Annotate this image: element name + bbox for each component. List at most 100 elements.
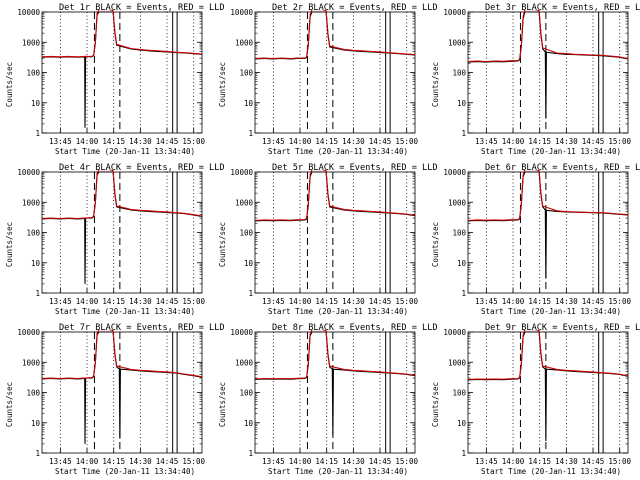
plot-frame <box>467 331 629 454</box>
y-tick-label: 10000 <box>17 328 40 337</box>
y-axis-label: Counts/sec <box>218 222 227 267</box>
x-tick-label: 14:15 <box>315 137 338 146</box>
detector-panel: Det 7r BLACK = Events, RED = LLD 1 10 100 10… <box>5 323 225 476</box>
series-line-events <box>468 331 628 442</box>
panel-title: Det 8r BLACK = Events, RED = LLD <box>272 323 438 333</box>
x-tick-label: 15:00 <box>395 137 418 146</box>
y-tick-label: 1 <box>461 449 466 458</box>
y-tick-label: 10 <box>244 259 254 268</box>
x-axis-label: Start Time (20-Jan-11 13:34:40) <box>268 147 408 156</box>
x-tick-label: 14:45 <box>156 457 179 466</box>
plot-frame <box>467 11 629 134</box>
x-tick-label: 13:45 <box>49 457 72 466</box>
x-tick-label: 14:00 <box>502 137 525 146</box>
plot-frame <box>41 171 203 294</box>
panel-title: Det 6r BLACK = Events, RED = LLD <box>485 163 640 173</box>
x-tick-label: 14:15 <box>315 457 338 466</box>
x-tick-label: 14:00 <box>502 297 525 306</box>
x-tick-label: 15:00 <box>182 137 205 146</box>
detector-panel: Det 5r BLACK = Events, RED = LLD 1 10 100 10… <box>218 163 438 316</box>
y-tick-label: 1 <box>248 449 253 458</box>
series-line-lld <box>42 330 202 380</box>
x-axis-label: Start Time (20-Jan-11 13:34:40) <box>55 467 195 476</box>
x-axis-label: Start Time (20-Jan-11 13:34:40) <box>55 307 195 316</box>
x-tick-label: 14:15 <box>102 457 125 466</box>
panel-title: Det 2r BLACK = Events, RED = LLD <box>272 3 438 13</box>
y-tick-label: 10000 <box>443 8 466 17</box>
x-tick-label: 14:00 <box>76 297 99 306</box>
y-tick-label: 1000 <box>235 198 254 207</box>
x-axis-label: Start Time (20-Jan-11 13:34:40) <box>268 467 408 476</box>
y-axis-label: Counts/sec <box>5 222 14 267</box>
y-tick-label: 1 <box>35 449 40 458</box>
panel-title: Det 7r BLACK = Events, RED = LLD <box>59 323 225 333</box>
x-tick-label: 14:45 <box>156 137 179 146</box>
y-axis-label: Counts/sec <box>431 62 440 107</box>
panel-title: Det 4r BLACK = Events, RED = LLD <box>59 163 225 173</box>
x-tick-label: 14:45 <box>369 297 392 306</box>
series-line-lld <box>468 330 628 381</box>
x-tick-label: 13:45 <box>475 297 498 306</box>
x-axis-label: Start Time (20-Jan-11 13:34:40) <box>481 307 621 316</box>
y-tick-label: 100 <box>452 389 466 398</box>
x-axis-label: Start Time (20-Jan-11 13:34:40) <box>268 307 408 316</box>
y-tick-label: 10000 <box>17 168 40 177</box>
x-tick-label: 14:45 <box>369 137 392 146</box>
y-tick-label: 100 <box>452 229 466 238</box>
x-axis-label: Start Time (20-Jan-11 13:34:40) <box>55 147 195 156</box>
y-tick-label: 10 <box>31 419 41 428</box>
x-tick-label: 13:45 <box>49 137 72 146</box>
y-tick-label: 10 <box>457 259 467 268</box>
series-line-events <box>468 171 628 279</box>
detector-panel: Det 3r BLACK = Events, RED = LLD 1 10 100 10… <box>431 3 640 156</box>
y-axis-label: Counts/sec <box>431 382 440 427</box>
x-tick-label: 14:15 <box>102 297 125 306</box>
x-tick-label: 15:00 <box>608 137 631 146</box>
plot-frame <box>41 331 203 454</box>
y-tick-label: 1 <box>35 129 40 138</box>
series-line-events <box>42 11 202 128</box>
x-tick-label: 14:30 <box>129 457 152 466</box>
y-tick-label: 1 <box>461 289 466 298</box>
y-tick-label: 100 <box>26 69 40 78</box>
x-axis-label: Start Time (20-Jan-11 13:34:40) <box>481 147 621 156</box>
x-tick-label: 14:00 <box>502 457 525 466</box>
x-axis-label: Start Time (20-Jan-11 13:34:40) <box>481 467 621 476</box>
x-tick-label: 13:45 <box>475 137 498 146</box>
series-line-lld <box>42 170 202 220</box>
x-tick-label: 14:00 <box>76 457 99 466</box>
series-line-events <box>255 331 415 435</box>
y-tick-label: 100 <box>239 389 253 398</box>
series-line-lld <box>42 10 202 58</box>
y-tick-label: 10 <box>457 419 467 428</box>
x-tick-label: 15:00 <box>395 457 418 466</box>
x-tick-label: 14:00 <box>289 137 312 146</box>
plot-frame <box>467 171 629 294</box>
x-tick-label: 14:30 <box>555 137 578 146</box>
panel-title: Det 5r BLACK = Events, RED = LLD <box>272 163 438 173</box>
x-tick-label: 15:00 <box>182 457 205 466</box>
y-tick-label: 1000 <box>22 38 41 47</box>
y-tick-label: 100 <box>26 229 40 238</box>
y-tick-label: 10 <box>457 99 467 108</box>
x-tick-label: 14:15 <box>528 137 551 146</box>
panel-title: Det 1r BLACK = Events, RED = LLD <box>59 3 225 13</box>
y-tick-label: 10000 <box>230 8 253 17</box>
x-tick-label: 14:15 <box>528 457 551 466</box>
series-line-lld <box>255 170 415 222</box>
y-tick-label: 100 <box>26 389 40 398</box>
y-tick-label: 10 <box>31 99 41 108</box>
y-axis-label: Counts/sec <box>218 382 227 427</box>
y-tick-label: 100 <box>239 69 253 78</box>
series-line-lld <box>468 170 628 222</box>
y-tick-label: 10 <box>244 419 254 428</box>
detector-panel: Det 6r BLACK = Events, RED = LLD 1 10 100 10… <box>431 163 640 316</box>
x-tick-label: 15:00 <box>182 297 205 306</box>
x-tick-label: 14:30 <box>342 457 365 466</box>
detector-panel: Det 8r BLACK = Events, RED = LLD 1 10 100 10… <box>218 323 438 476</box>
x-tick-label: 13:45 <box>262 457 285 466</box>
series-line-lld <box>255 330 415 380</box>
y-tick-label: 100 <box>239 229 253 238</box>
x-tick-label: 14:30 <box>129 137 152 146</box>
